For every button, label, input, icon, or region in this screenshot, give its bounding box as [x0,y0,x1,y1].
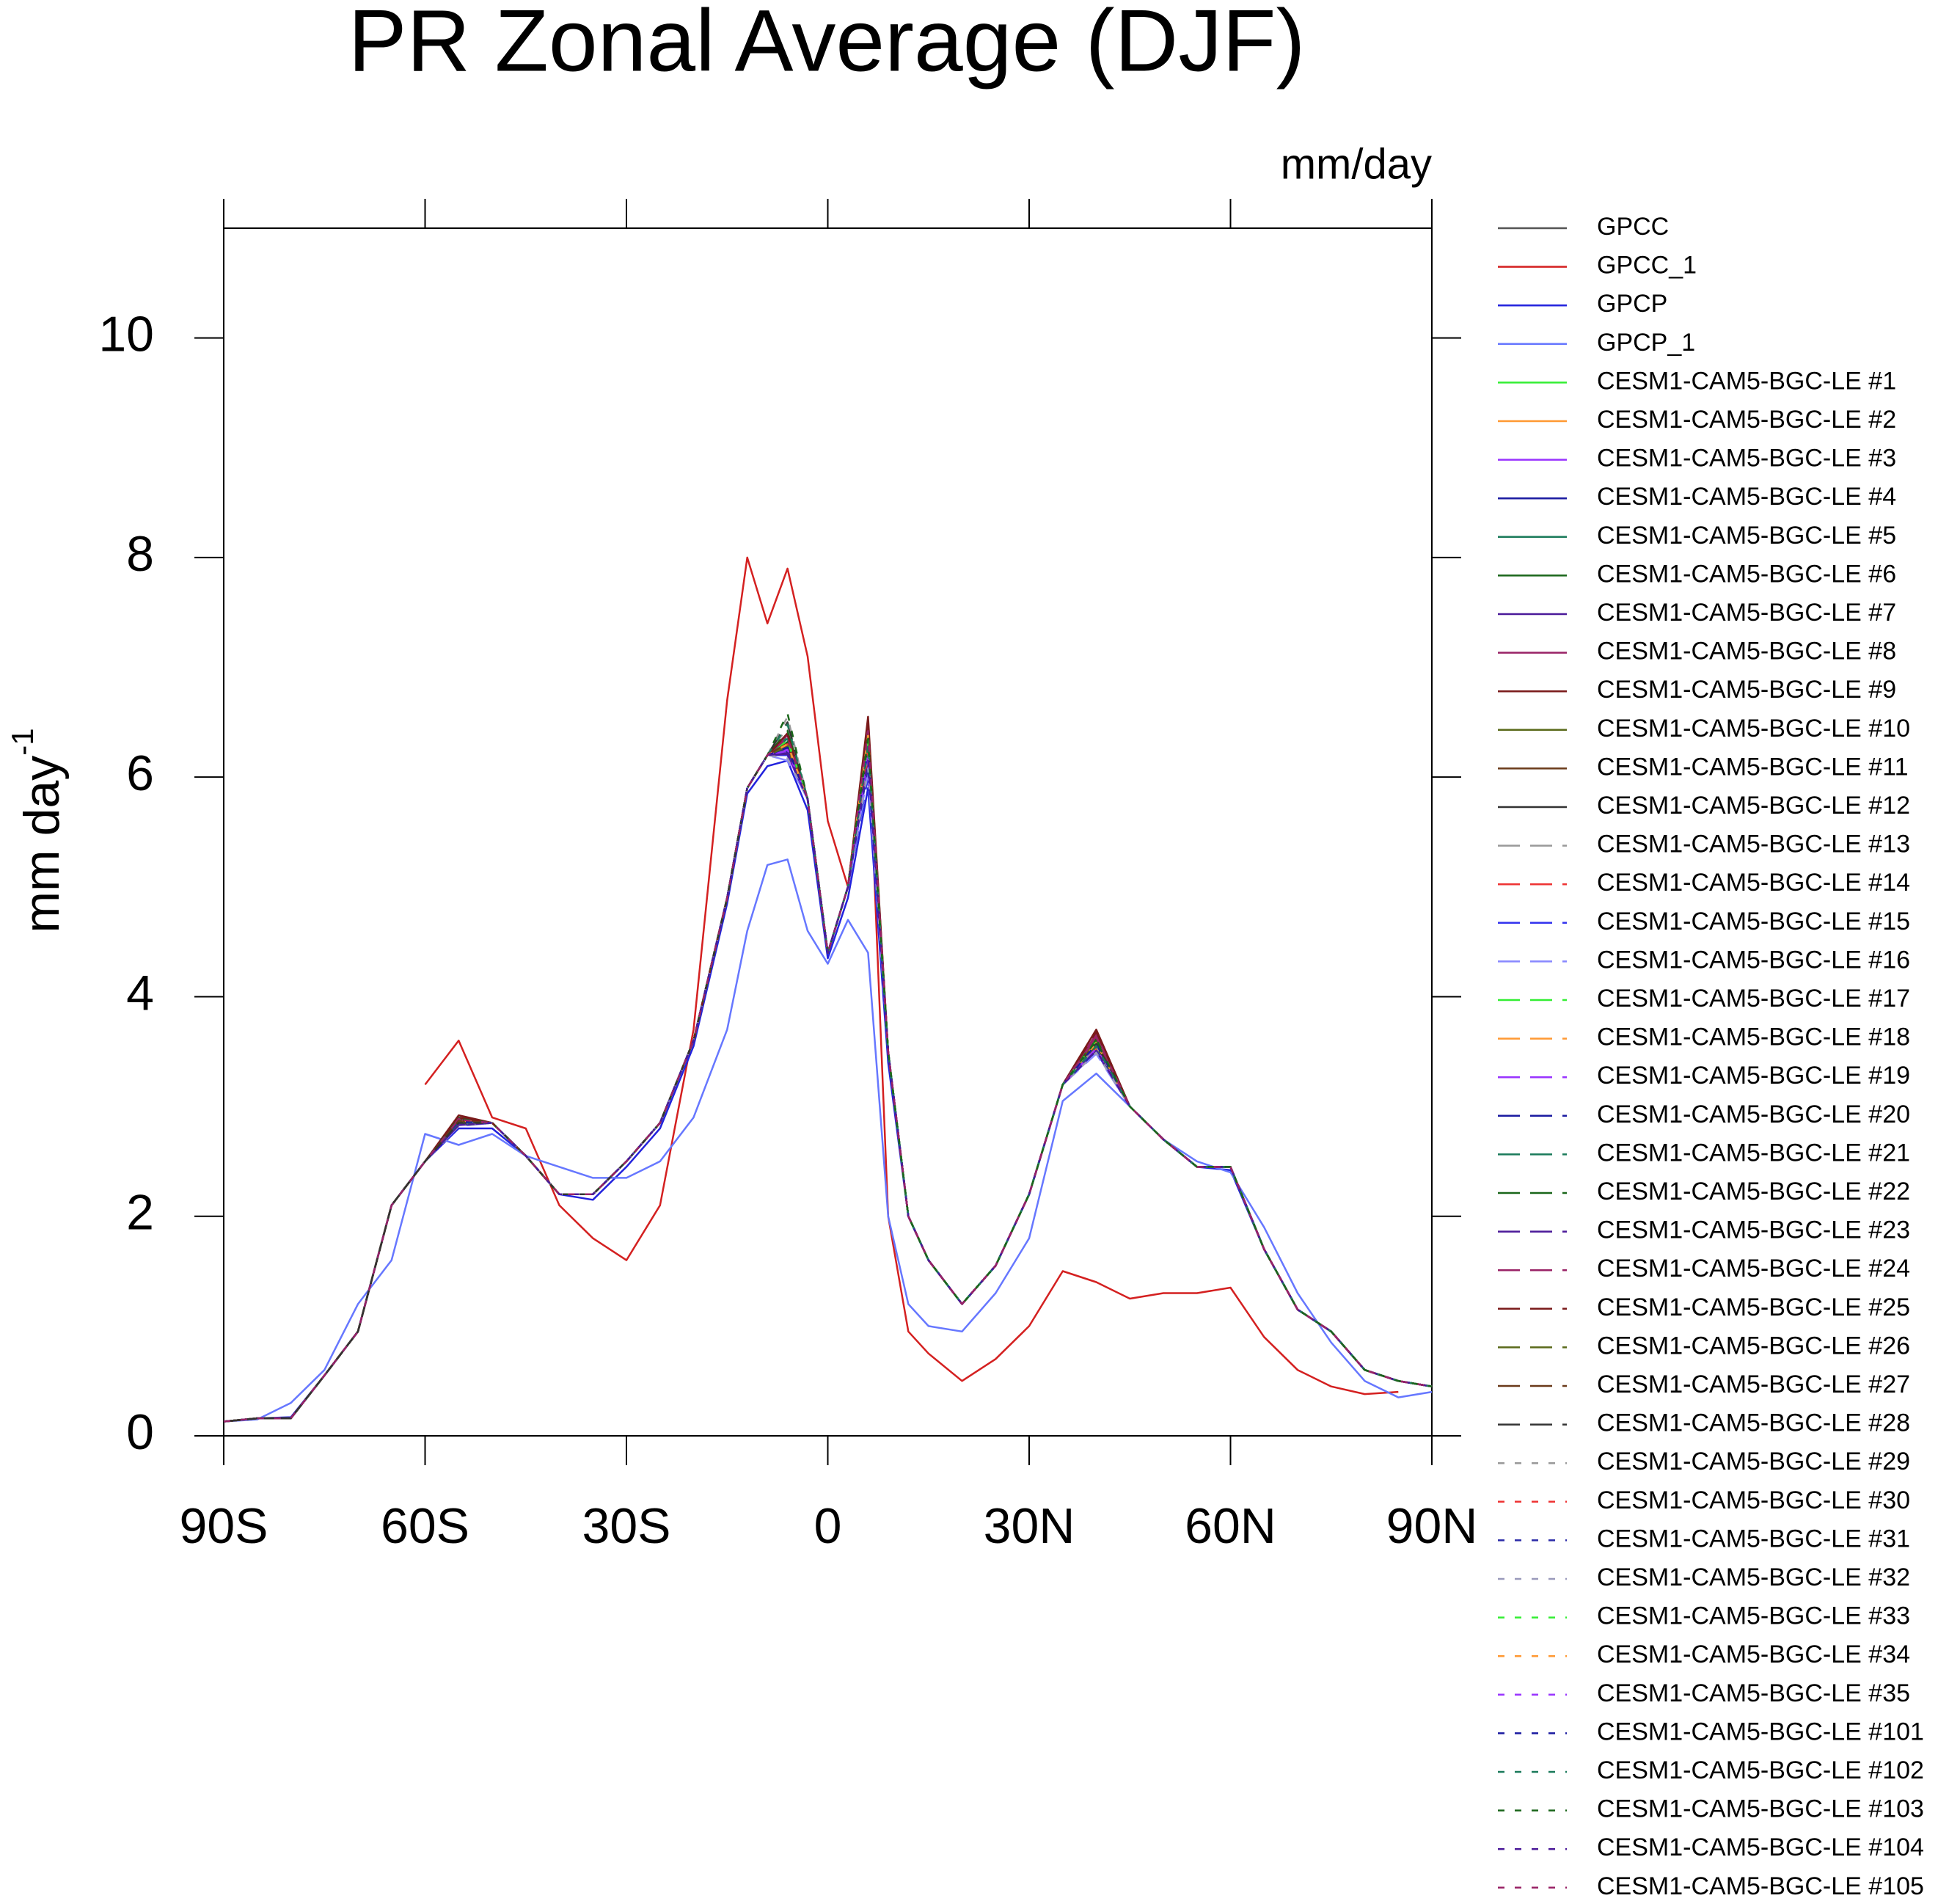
series-line [223,737,1433,1423]
series-line [223,751,1433,1423]
x-tick-label: 60S [381,1498,469,1554]
legend-label: GPCP [1597,290,1667,318]
legend-label: GPCC [1597,213,1669,241]
legend-label: CESM1-CAM5-BGC-LE #18 [1597,1024,1910,1051]
y-tick-label: 8 [126,526,154,582]
legend-label: CESM1-CAM5-BGC-LE #17 [1597,985,1910,1012]
series-line [223,743,1433,1423]
legend-label: CESM1-CAM5-BGC-LE #102 [1597,1756,1924,1784]
x-tick-label: 90S [180,1498,268,1554]
series-line [223,743,1433,1423]
series-line [223,754,1433,1423]
legend-label: CESM1-CAM5-BGC-LE #32 [1597,1564,1910,1591]
series-line [223,752,1433,1423]
series-line [223,754,1433,1423]
x-tick-label: 0 [814,1498,842,1554]
y-tick-label: 0 [126,1404,154,1460]
legend-label: CESM1-CAM5-BGC-LE #3 [1597,445,1896,472]
series-line [223,737,1433,1423]
x-tick-label: 30N [984,1498,1075,1554]
legend-label: CESM1-CAM5-BGC-LE #103 [1597,1795,1924,1823]
series-line [223,759,1433,1423]
legend-label: CESM1-CAM5-BGC-LE #28 [1597,1409,1910,1437]
y-axis-label-text: mm day [14,756,70,933]
legend-label: CESM1-CAM5-BGC-LE #34 [1597,1641,1910,1668]
legend-label: CESM1-CAM5-BGC-LE #105 [1597,1872,1924,1900]
y-tick-label: 2 [126,1185,154,1241]
legend-label: CESM1-CAM5-BGC-LE #19 [1597,1062,1910,1090]
series-line [223,752,1433,1423]
series-line [223,739,1433,1423]
series-line [223,746,1433,1423]
series-line [223,721,1433,1423]
legend-label: CESM1-CAM5-BGC-LE #15 [1597,908,1910,935]
series-line [424,556,1399,1395]
series-line [223,858,1433,1423]
series-line [223,753,1433,1423]
legend-label: CESM1-CAM5-BGC-LE #22 [1597,1178,1910,1205]
x-tick-label: 60N [1185,1498,1276,1554]
legend-label: CESM1-CAM5-BGC-LE #9 [1597,676,1896,704]
series-line [223,750,1433,1423]
legend-label: CESM1-CAM5-BGC-LE #14 [1597,869,1910,897]
legend-label: CESM1-CAM5-BGC-LE #31 [1597,1525,1910,1552]
legend-label: CESM1-CAM5-BGC-LE #29 [1597,1448,1910,1475]
legend-label: CESM1-CAM5-BGC-LE #23 [1597,1216,1910,1244]
legend-label: CESM1-CAM5-BGC-LE #33 [1597,1602,1910,1630]
series-line [223,748,1433,1423]
legend-label: CESM1-CAM5-BGC-LE #1 [1597,367,1896,395]
y-axis-label-superscript: -1 [5,728,40,755]
legend-label: GPCC_1 [1597,252,1697,280]
units-label: mm/day [1281,140,1432,188]
legend-label: CESM1-CAM5-BGC-LE #21 [1597,1139,1910,1167]
legend-label: CESM1-CAM5-BGC-LE #13 [1597,831,1910,858]
series-line [223,743,1433,1423]
chart-title: PR Zonal Average (DJF) [348,0,1306,90]
legend-label: CESM1-CAM5-BGC-LE #101 [1597,1718,1924,1745]
legend-label: CESM1-CAM5-BGC-LE #11 [1597,753,1909,781]
series-line [223,746,1433,1423]
legend-label: CESM1-CAM5-BGC-LE #30 [1597,1486,1910,1514]
series-line [223,754,1433,1423]
legend-label: CESM1-CAM5-BGC-LE #25 [1597,1294,1910,1321]
legend-label: CESM1-CAM5-BGC-LE #5 [1597,522,1896,550]
legend-label: CESM1-CAM5-BGC-LE #35 [1597,1679,1910,1707]
x-tick-label: 90N [1386,1498,1478,1554]
y-tick-label: 4 [126,965,154,1021]
legend-label: CESM1-CAM5-BGC-LE #4 [1597,483,1896,511]
legend-label: CESM1-CAM5-BGC-LE #104 [1597,1834,1924,1861]
series-line [223,737,1433,1423]
legend-label: CESM1-CAM5-BGC-LE #10 [1597,715,1910,742]
legend-label: CESM1-CAM5-BGC-LE #8 [1597,638,1896,665]
legend-label: CESM1-CAM5-BGC-LE #7 [1597,599,1896,627]
legend-label: CESM1-CAM5-BGC-LE #2 [1597,406,1896,434]
y-tick-label: 10 [98,307,154,362]
axes: 0 2 4 6 8 10 90S 60S 30S 0 30N 60N 90N [98,199,1477,1554]
legend-label: CESM1-CAM5-BGC-LE #26 [1597,1332,1910,1360]
legend-label: CESM1-CAM5-BGC-LE #12 [1597,792,1910,820]
series-line [223,754,1433,1423]
legend-label: CESM1-CAM5-BGC-LE #16 [1597,946,1910,974]
y-axis-label: mm day-1 [5,728,70,933]
x-tick-label: 30S [582,1498,671,1554]
series-line [223,737,1433,1423]
series-line [223,743,1433,1423]
legend-label: CESM1-CAM5-BGC-LE #6 [1597,560,1896,588]
series-lines [223,556,1433,1423]
plot-frame [223,227,1433,1437]
y-tick-label: 6 [126,745,154,801]
legend-label: CESM1-CAM5-BGC-LE #27 [1597,1371,1910,1398]
legend-label: CESM1-CAM5-BGC-LE #24 [1597,1255,1910,1282]
legend: GPCC GPCC_1 GPCP GPCP_1 CESM1-CAM5-BGC-LE #1… [1498,213,1924,1900]
series-line [223,745,1433,1423]
legend-label: GPCP_1 [1597,329,1695,357]
legend-label: CESM1-CAM5-BGC-LE #20 [1597,1101,1910,1128]
